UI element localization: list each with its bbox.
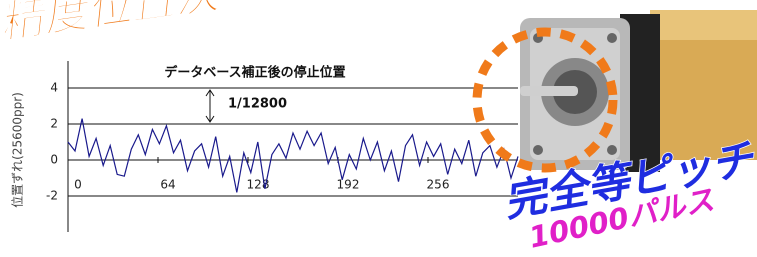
y-tick-label: 4 [50, 81, 58, 95]
x-tick-label: 0 [74, 178, 82, 192]
y-axis-label: 位置ずれ(25600ppr) [10, 92, 25, 208]
y-tick-label: 2 [50, 117, 58, 131]
y-tick-label: 0 [50, 153, 58, 167]
x-tick-label: 192 [337, 178, 360, 192]
chart: -2024064128192256 データベース補正後の停止位置 1/12800… [0, 0, 757, 257]
banner: 精度位置決 [0, 0, 225, 49]
annotation: 1/12800 [228, 97, 287, 112]
arrow [206, 90, 214, 122]
x-tick-label: 64 [160, 178, 175, 192]
chart-title: データベース補正後の停止位置 [164, 65, 345, 81]
y-tick-label: -2 [46, 189, 58, 203]
data-line [68, 119, 518, 193]
x-tick-label: 256 [427, 178, 450, 192]
